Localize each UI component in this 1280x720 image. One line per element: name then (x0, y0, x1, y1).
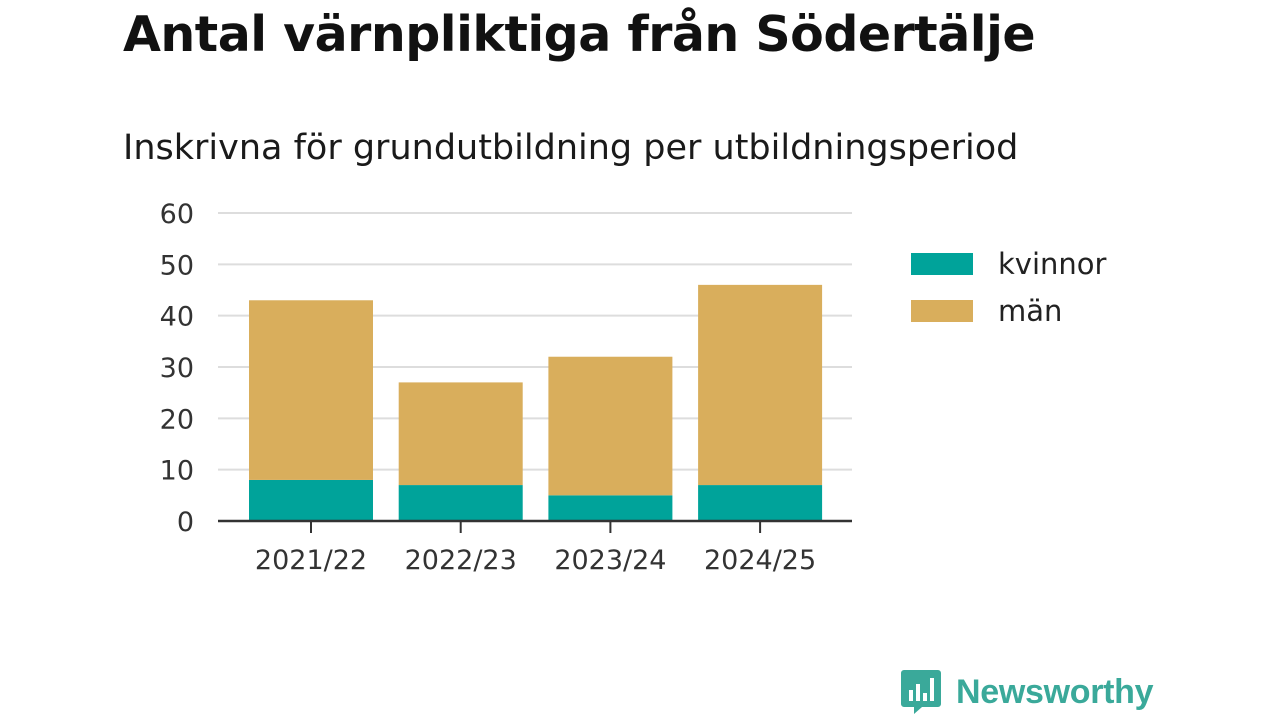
bar-kvinnor (698, 485, 823, 521)
x-tick-label: 2021/22 (255, 545, 367, 576)
y-tick-label: 50 (160, 250, 194, 281)
legend: kvinnor män (911, 240, 1106, 334)
bar-kvinnor (249, 479, 373, 521)
y-tick-label: 60 (160, 199, 194, 230)
chart-title: Antal värnpliktiga från Södertälje (123, 6, 1036, 63)
bar-kvinnor (398, 485, 523, 521)
x-tick-label: 2023/24 (554, 545, 666, 576)
y-tick-label: 30 (160, 353, 194, 384)
x-tick-label: 2024/25 (704, 545, 816, 576)
legend-item-man: män (911, 287, 1106, 334)
bar-man (249, 300, 373, 480)
y-tick-label: 40 (160, 302, 194, 333)
bar-man (548, 356, 673, 496)
x-tick-label: 2022/23 (405, 545, 517, 576)
legend-swatch-kvinnor (911, 252, 973, 275)
brand-name: Newsworthy (956, 672, 1154, 711)
newsworthy-logo-icon (901, 670, 941, 714)
bar-man (698, 284, 823, 486)
legend-item-kvinnor: kvinnor (911, 240, 1106, 287)
legend-label-kvinnor: kvinnor (998, 246, 1107, 281)
legend-label-man: män (998, 293, 1063, 328)
bar-man (398, 382, 523, 486)
legend-swatch-man (911, 299, 973, 322)
y-tick-label: 10 (160, 456, 194, 487)
y-tick-label: 0 (177, 507, 194, 538)
bar-kvinnor (548, 495, 673, 521)
brand-logo: Newsworthy (900, 668, 1154, 716)
chart-subtitle: Inskrivna för grundutbildning per utbild… (123, 128, 1019, 168)
y-tick-label: 20 (160, 404, 194, 435)
